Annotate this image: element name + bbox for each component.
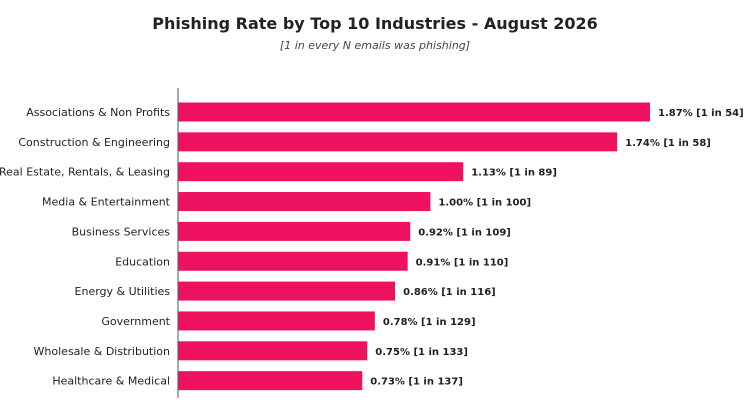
bar-0	[178, 102, 650, 122]
value-label-0: 1.87% [1 in 54]	[658, 108, 744, 119]
value-label-1: 1.74% [1 in 58]	[625, 138, 711, 149]
value-label-6: 0.86% [1 in 116]	[403, 287, 496, 298]
bar-2	[178, 162, 464, 182]
chart-subtitle: [1 in every N emails was phishing]	[279, 39, 471, 52]
category-label-9: Healthcare & Medical	[52, 375, 170, 388]
category-labels: Associations & Non Profits Construction &…	[0, 106, 171, 388]
category-label-4: Business Services	[72, 225, 171, 238]
value-label-2: 1.13% [1 in 89]	[471, 168, 557, 179]
category-label-5: Education	[115, 255, 170, 268]
category-label-2: Real Estate, Rentals, & Leasing	[0, 166, 170, 179]
bar-7	[178, 311, 375, 331]
category-label-7: Government	[101, 315, 170, 328]
bar-4	[178, 221, 411, 241]
bar-3	[178, 192, 431, 212]
value-label-8: 0.75% [1 in 133]	[375, 347, 468, 358]
bars-layer	[178, 102, 650, 391]
value-label-7: 0.78% [1 in 129]	[383, 317, 476, 328]
value-label-5: 0.91% [1 in 110]	[416, 257, 509, 268]
value-labels: 1.87% [1 in 54] 1.74% [1 in 58] 1.13% [1 i…	[370, 108, 743, 388]
value-label-4: 0.92% [1 in 109]	[418, 227, 511, 238]
category-label-6: Energy & Utilities	[75, 285, 171, 298]
bar-1	[178, 132, 618, 152]
value-label-9: 0.73% [1 in 137]	[370, 377, 463, 388]
bar-5	[178, 251, 408, 271]
bar-8	[178, 341, 368, 361]
value-label-3: 1.00% [1 in 100]	[438, 198, 531, 209]
bar-6	[178, 281, 396, 301]
category-label-0: Associations & Non Profits	[26, 106, 170, 119]
category-label-1: Construction & Engineering	[18, 136, 170, 149]
bar-9	[178, 371, 363, 391]
category-label-3: Media & Entertainment	[42, 196, 171, 209]
chart-title: Phishing Rate by Top 10 Industries - Aug…	[152, 14, 598, 33]
category-label-8: Wholesale & Distribution	[34, 345, 170, 358]
